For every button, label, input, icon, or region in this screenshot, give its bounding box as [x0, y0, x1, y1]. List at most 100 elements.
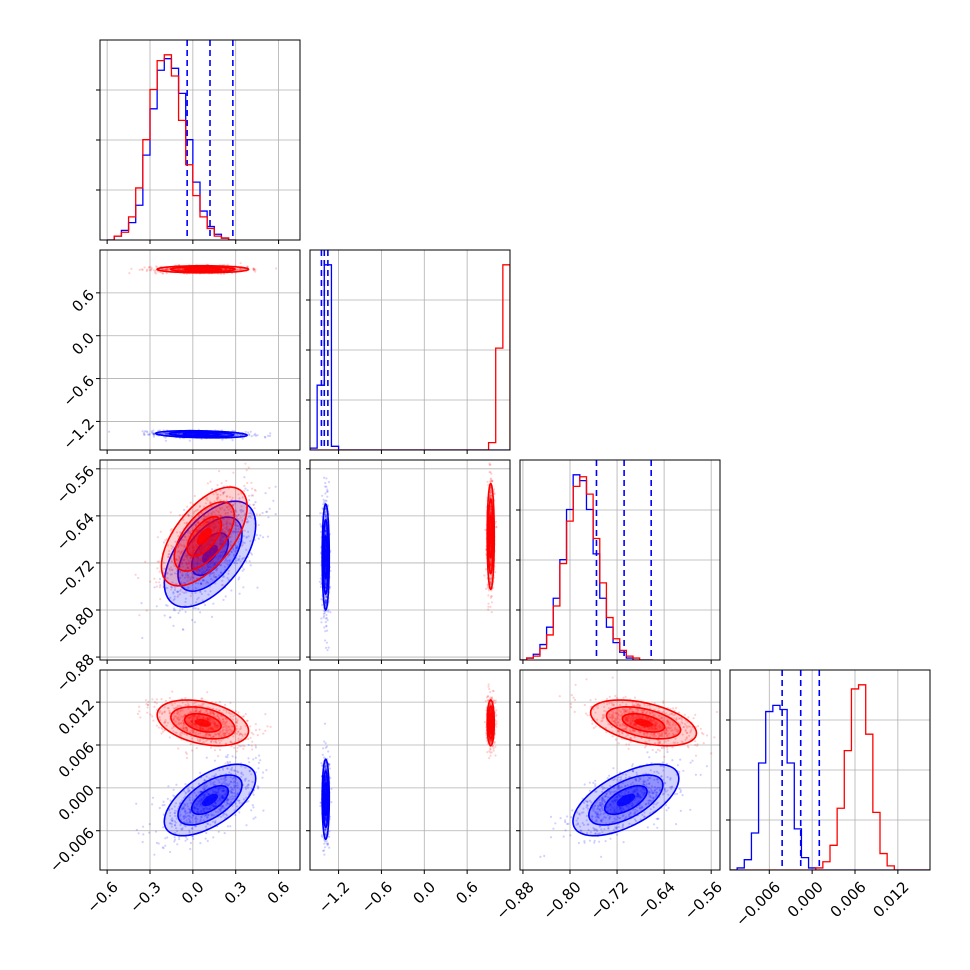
scatter-point [208, 541, 211, 545]
scatter-point [218, 521, 221, 524]
scatter-point [204, 590, 207, 593]
contour-red [169, 265, 236, 273]
scatter-point [281, 439, 283, 441]
scatter-point [178, 268, 181, 271]
scatter-point [173, 824, 177, 827]
scatter-point [187, 586, 190, 589]
scatter-point [217, 521, 220, 525]
scatter-point [321, 507, 324, 510]
scatter-point [198, 551, 201, 554]
scatter-point [215, 791, 218, 794]
scatter-point [189, 556, 192, 559]
scatter-point [211, 488, 214, 491]
scatter-point [159, 530, 162, 533]
scatter-point [182, 559, 186, 562]
scatter-point [232, 548, 235, 551]
scatter-point [257, 767, 260, 770]
scatter-point [159, 584, 162, 587]
scatter-point [251, 780, 254, 784]
scatter-point [168, 552, 171, 556]
scatter-point [205, 515, 208, 518]
scatter-point [215, 543, 218, 546]
scatter-point [224, 782, 227, 785]
scatter-point [219, 551, 222, 554]
scatter-point [234, 521, 237, 525]
scatter-point [192, 534, 195, 537]
scatter-point [189, 594, 192, 598]
scatter-point [174, 832, 177, 835]
scatter-point [213, 571, 216, 574]
contour-blue [177, 516, 243, 592]
scatter-point [176, 590, 179, 593]
scatter-point [192, 607, 195, 610]
scatter-point [196, 804, 199, 807]
scatter-point [198, 531, 201, 535]
scatter-point [242, 509, 245, 513]
scatter-point [191, 588, 194, 592]
scatter-point [490, 496, 493, 499]
scatter-point [202, 810, 205, 813]
scatter-point [324, 621, 327, 624]
scatter-point [199, 790, 202, 793]
scatter-point [221, 540, 225, 543]
scatter-point [196, 521, 199, 525]
scatter-point [218, 797, 221, 800]
scatter-point [176, 595, 179, 598]
scatter-point [166, 544, 170, 547]
scatter-point [324, 601, 327, 605]
scatter-point [199, 548, 202, 551]
scatter-point [269, 432, 272, 435]
scatter-point [192, 558, 195, 561]
scatter-point [237, 558, 240, 561]
scatter-point [200, 790, 203, 793]
scatter-point [178, 268, 181, 271]
scatter-point [248, 560, 251, 563]
scatter-point [225, 527, 228, 530]
scatter-point [165, 604, 168, 607]
scatter-point [186, 574, 189, 577]
scatter-point [208, 574, 211, 578]
scatter-point [199, 611, 202, 614]
scatter-point [219, 556, 222, 559]
scatter-point [229, 825, 232, 828]
scatter-point [216, 558, 219, 561]
scatter-point [323, 501, 326, 504]
scatter-point [170, 566, 173, 569]
scatter-point [230, 769, 233, 772]
scatter-point [211, 804, 215, 807]
scatter-point [148, 823, 151, 826]
scatter-point [225, 804, 228, 807]
scatter-point [182, 581, 186, 585]
scatter-point [143, 433, 146, 436]
scatter-point [189, 532, 192, 535]
scatter-point [190, 565, 193, 569]
scatter-point [183, 558, 186, 561]
scatter-point [329, 611, 332, 614]
scatter-point [218, 809, 221, 812]
scatter-point [324, 582, 327, 585]
scatter-point [211, 562, 214, 565]
scatter-point [182, 549, 185, 552]
scatter-point [208, 500, 212, 503]
scatter-point [207, 808, 210, 811]
scatter-point [238, 522, 242, 525]
scatter-point [172, 564, 176, 567]
scatter-point [236, 524, 239, 528]
scatter-point [267, 434, 270, 437]
scatter-point [237, 578, 240, 581]
scatter-point [257, 786, 260, 789]
scatter-point [183, 789, 186, 793]
scatter-point [188, 548, 191, 551]
scatter-point [489, 596, 492, 599]
scatter-point [168, 550, 171, 553]
scatter-point [249, 540, 252, 543]
scatter-point [258, 513, 262, 516]
scatter-point [164, 268, 167, 271]
scatter-point [225, 495, 228, 498]
scatter-point [182, 796, 185, 800]
scatter-point [244, 766, 247, 769]
scatter-point [210, 814, 213, 817]
scatter-point [211, 521, 214, 525]
scatter-point [148, 269, 151, 272]
scatter-point [226, 756, 229, 759]
